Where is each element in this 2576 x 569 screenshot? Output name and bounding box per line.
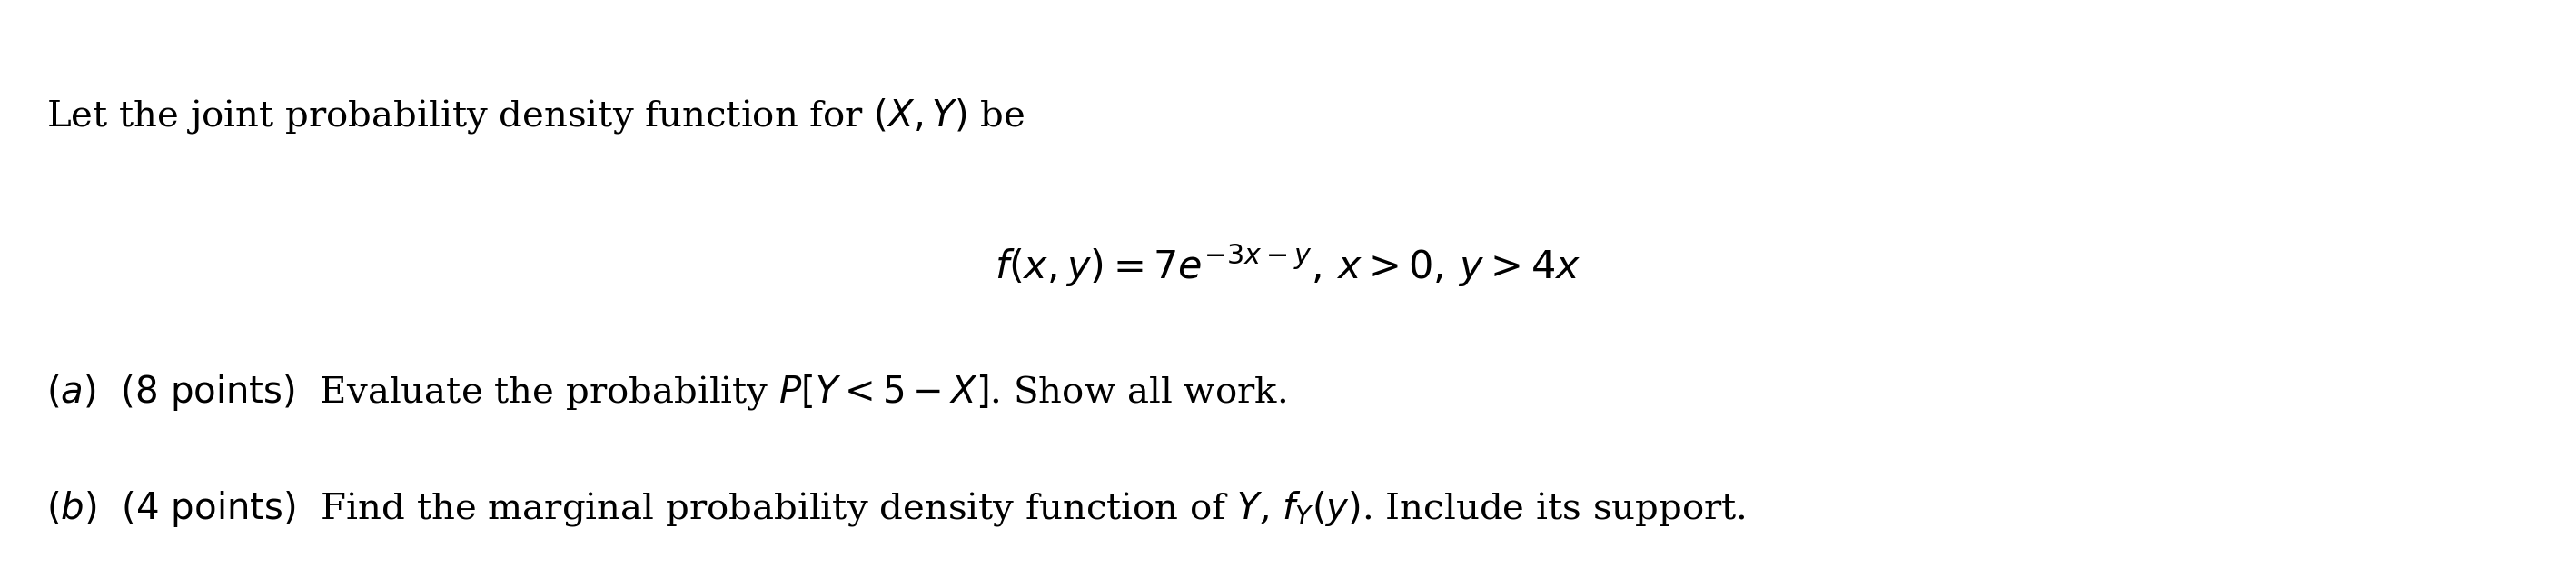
- Text: $(b)$  $(4\ \mathrm{points})$  Find the marginal probability density function of: $(b)$ $(4\ \mathrm{points})$ Find the ma…: [46, 489, 1747, 529]
- Text: $(a)$  $(8\ \mathrm{points})$  Evaluate the probability $P[Y < 5 - X]$. Show all: $(a)$ $(8\ \mathrm{points})$ Evaluate th…: [46, 373, 1285, 413]
- Text: Let the joint probability density function for $(X,Y)$ be: Let the joint probability density functi…: [46, 97, 1025, 136]
- Text: $f(x,y) = 7e^{-3x-y},\, x > 0,\, y > 4x$: $f(x,y) = 7e^{-3x-y},\, x > 0,\, y > 4x$: [994, 242, 1582, 288]
